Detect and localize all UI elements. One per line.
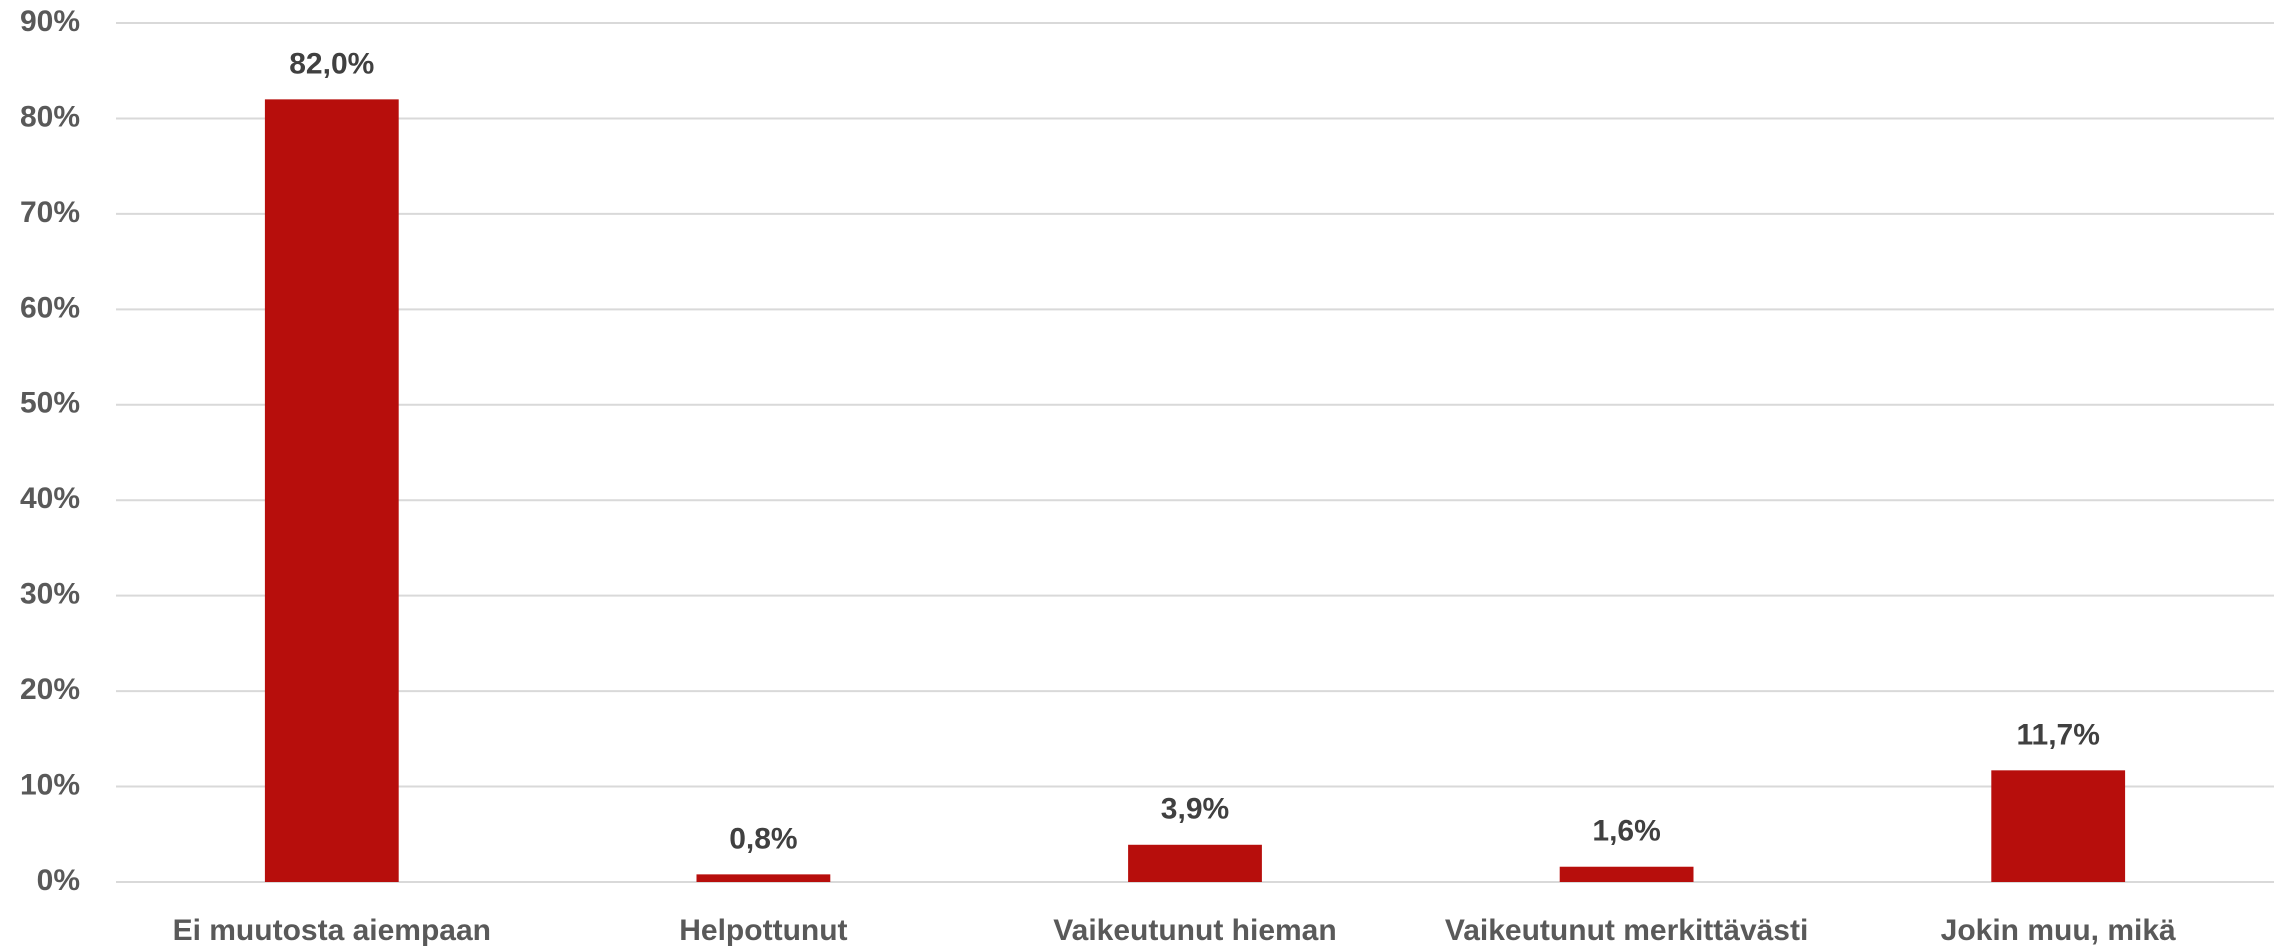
y-tick-label: 80% [20,100,80,133]
x-tick-label: Vaikeutunut merkittävästi [1445,914,1808,947]
y-tick-label: 50% [20,387,80,420]
data-label: 0,8% [729,822,797,855]
x-tick-label: Ei muutosta aiempaan [173,914,491,947]
y-tick-label: 60% [20,291,80,324]
x-tick-label: Jokin muu, mikä [1941,914,2176,947]
y-tick-label: 10% [20,768,80,801]
y-tick-label: 30% [20,578,80,611]
bar [1128,844,1262,882]
y-tick-label: 20% [20,673,80,706]
y-tick-label: 40% [20,482,80,515]
bar [696,874,831,882]
data-label: 1,6% [1592,815,1660,848]
y-tick-label: 70% [20,196,80,229]
data-label: 11,7% [2016,718,2099,751]
x-tick-label: Vaikeutunut hieman [1053,914,1336,947]
y-tick-label: 90% [20,5,80,38]
bar [1559,866,1694,882]
bar [1991,770,2126,882]
y-tick-label: 0% [37,864,80,897]
x-tick-label: Helpottunut [679,914,847,947]
data-label: 3,9% [1161,793,1229,826]
bar [264,99,399,883]
data-label: 82,0% [289,47,374,80]
